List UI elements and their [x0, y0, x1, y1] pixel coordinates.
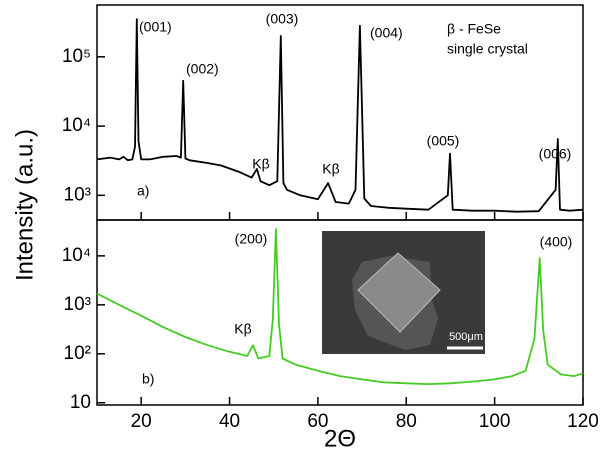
annotation: (006)	[539, 146, 572, 162]
annotation: single crystal	[447, 41, 528, 57]
x-tick-label: 100	[479, 411, 511, 432]
annotation: (004)	[370, 25, 403, 41]
annotation: (200)	[235, 231, 268, 247]
y-tick-label: 10³	[64, 294, 91, 315]
x-axis-label: 2Θ	[324, 425, 356, 452]
annotation: (003)	[266, 11, 299, 27]
y-axis-label: Intensity (a.u.)	[11, 129, 38, 281]
x-tick-label: 120	[567, 411, 599, 432]
annotation: Kβ	[234, 321, 251, 337]
plot-frame	[96, 4, 584, 221]
y-tick-label: 10⁵	[62, 46, 91, 67]
series-line	[96, 18, 584, 213]
annotation: β - FeSe	[447, 21, 501, 37]
annotation: (400)	[540, 234, 573, 250]
annotation: (005)	[427, 133, 460, 149]
annotation: (001)	[139, 19, 172, 35]
inset-image	[322, 231, 485, 354]
series-line	[96, 228, 584, 385]
y-tick-label: 10²	[64, 343, 91, 364]
plot-frame	[96, 219, 584, 406]
x-tick-label: 40	[219, 411, 240, 432]
inset-crystal	[357, 252, 441, 333]
y-tick-label: 10⁴	[62, 115, 91, 136]
annotation: Kβ	[252, 156, 269, 172]
y-tick-label: 10⁴	[62, 245, 91, 266]
y-tick-label: 10³	[64, 184, 91, 205]
y-tick-label: 10	[70, 392, 91, 413]
x-tick-label: 80	[396, 411, 417, 432]
annotation: (002)	[186, 61, 219, 77]
annotation: b)	[142, 371, 154, 387]
x-tick-label: 20	[131, 411, 152, 432]
annotation: Kβ	[322, 161, 339, 177]
annotation: a)	[137, 183, 149, 199]
x-tick-label: 60	[307, 411, 328, 432]
annotation: 500μm	[449, 331, 483, 343]
